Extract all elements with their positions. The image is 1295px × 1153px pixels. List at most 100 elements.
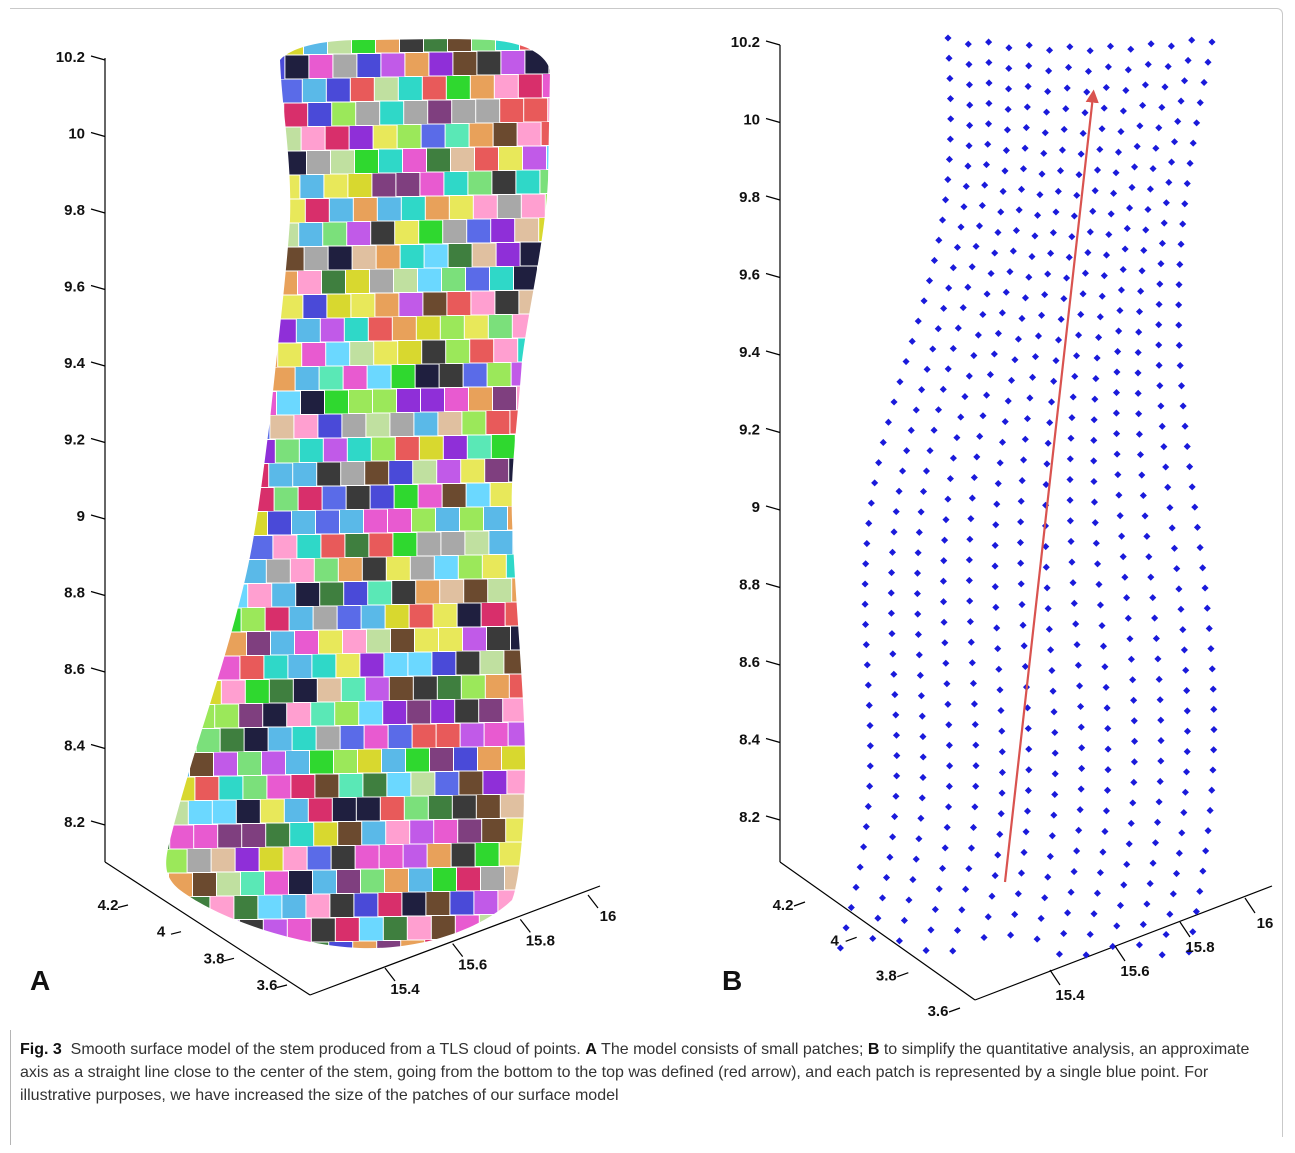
- surface-patch: [306, 894, 330, 918]
- surface-patch: [295, 367, 319, 390]
- patch-point: [1070, 868, 1078, 876]
- surface-patch: [541, 386, 550, 409]
- surface-patch: [166, 490, 178, 513]
- surface-patch: [285, 55, 309, 79]
- surface-patch: [182, 81, 206, 105]
- patch-point: [945, 721, 953, 729]
- surface-patch: [340, 510, 363, 533]
- panel-b-x-tick: [1244, 897, 1256, 914]
- patch-point: [941, 639, 949, 647]
- surface-patch: [498, 890, 522, 914]
- surface-patch: [536, 314, 550, 337]
- patch-point: [892, 711, 900, 719]
- surface-patch: [399, 293, 423, 316]
- surface-patch: [380, 101, 404, 125]
- patch-point: [1141, 81, 1149, 89]
- panel-b-z-tick-label: 10.2: [731, 34, 760, 51]
- patch-point: [1066, 517, 1074, 525]
- patch-point: [998, 768, 1006, 776]
- surface-patch: [422, 76, 446, 100]
- surface-patch: [542, 338, 550, 361]
- surface-patch: [237, 56, 261, 80]
- surface-patch: [549, 50, 550, 73]
- panel-a-z-tick-label: 10.2: [56, 49, 85, 66]
- surface-patch: [538, 266, 550, 289]
- surface-patch: [172, 729, 196, 753]
- patch-point: [1018, 600, 1026, 609]
- surface-patch: [308, 103, 332, 126]
- surface-patch: [166, 202, 185, 225]
- patch-point: [949, 344, 957, 353]
- patch-point: [966, 121, 974, 129]
- panel-b-z-tick-label: 8.8: [739, 577, 760, 594]
- patch-point: [1199, 867, 1207, 875]
- patch-point: [1054, 336, 1063, 344]
- patch-point: [886, 853, 894, 861]
- patch-point: [1001, 418, 1009, 426]
- patch-point: [996, 459, 1004, 467]
- patch-point: [1177, 382, 1186, 390]
- patch-point: [902, 358, 910, 366]
- surface-patch: [503, 698, 527, 722]
- surface-patch: [166, 298, 183, 321]
- surface-patch: [337, 870, 360, 893]
- patch-point: [997, 810, 1005, 818]
- surface-patch: [442, 268, 465, 291]
- panel-b-y-tick-label: 3.8: [876, 968, 897, 985]
- patch-point: [1051, 728, 1059, 737]
- patch-point: [1045, 625, 1053, 633]
- surface-patch: [339, 774, 363, 797]
- surface-patch: [276, 175, 300, 199]
- surface-patch: [178, 273, 201, 297]
- patch-point: [1018, 477, 1026, 485]
- panel-a-x-tick-label: 15.6: [458, 957, 487, 974]
- patch-point: [1099, 848, 1107, 856]
- patch-point: [945, 54, 953, 62]
- patch-point: [1208, 665, 1216, 673]
- patch-point: [1022, 124, 1030, 132]
- patch-point: [985, 38, 993, 46]
- patch-point: [1052, 357, 1060, 365]
- patch-point: [1101, 663, 1109, 671]
- patch-point: [1090, 910, 1098, 918]
- caption-label-a: A: [585, 1041, 597, 1058]
- patch-point: [944, 495, 952, 503]
- surface-patch: [193, 873, 216, 896]
- surface-patch: [173, 465, 197, 489]
- surface-patch: [521, 194, 545, 218]
- surface-patch: [239, 704, 263, 727]
- patch-point: [1188, 483, 1196, 491]
- panel-b-y-tick: [897, 972, 909, 978]
- surface-patch: [537, 530, 550, 553]
- surface-patch: [166, 634, 174, 657]
- surface-patch: [467, 435, 491, 459]
- patch-point: [1144, 205, 1152, 214]
- patch-point: [940, 304, 948, 312]
- surface-patch: [305, 199, 329, 222]
- surface-patch: [451, 843, 475, 867]
- surface-patch: [436, 508, 459, 531]
- surface-patch: [307, 151, 330, 174]
- surface-patch: [432, 652, 456, 675]
- patch-point: [945, 155, 953, 163]
- surface-patch: [166, 154, 186, 177]
- patch-point: [1077, 723, 1085, 731]
- surface-patch: [335, 918, 359, 941]
- surface-patch: [281, 943, 305, 949]
- patch-point: [1041, 291, 1049, 299]
- patch-point: [1165, 178, 1173, 186]
- patch-point: [1098, 292, 1106, 300]
- surface-patch: [206, 345, 230, 368]
- panel-a-z-tick-label: 9.2: [64, 432, 85, 449]
- patch-point: [1090, 436, 1098, 444]
- patch-point: [1179, 626, 1187, 634]
- patch-point: [974, 331, 982, 339]
- patch-point: [1063, 84, 1071, 92]
- surface-patch: [361, 605, 385, 629]
- patch-point: [940, 598, 948, 606]
- surface-patch: [529, 866, 550, 889]
- patch-point: [1007, 931, 1015, 939]
- surface-patch: [197, 681, 221, 704]
- patch-point: [1046, 852, 1054, 860]
- surface-patch: [220, 728, 244, 752]
